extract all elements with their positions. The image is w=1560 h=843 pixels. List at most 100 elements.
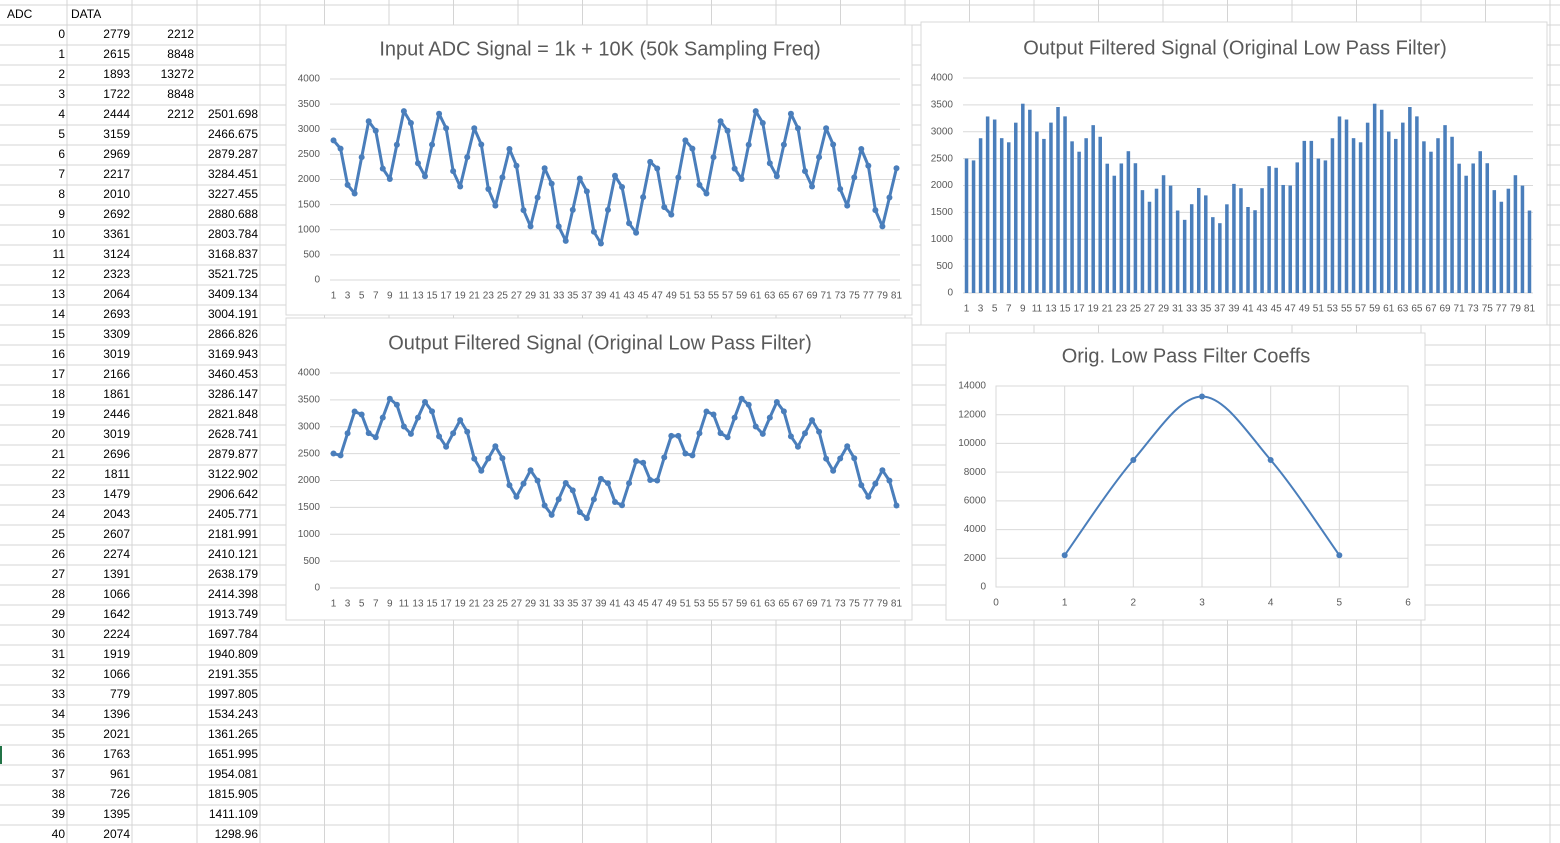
point <box>429 408 436 415</box>
y-tick-label: 2500 <box>931 153 954 164</box>
point <box>710 411 717 418</box>
x-tick-label: 5 <box>992 304 998 315</box>
cell: 2501.698 <box>208 107 258 121</box>
point <box>893 165 900 172</box>
bar <box>1211 217 1215 293</box>
cell: 1861 <box>103 387 130 401</box>
cell: 3159 <box>103 127 130 141</box>
x-tick-label: 45 <box>1271 304 1283 315</box>
point <box>661 204 668 211</box>
point <box>879 223 886 230</box>
point <box>337 145 344 152</box>
x-tick-label: 65 <box>1411 304 1423 315</box>
cell: 1940.809 <box>208 647 258 661</box>
point <box>809 183 816 190</box>
y-tick-label: 6000 <box>964 495 987 506</box>
x-tick-label: 11 <box>399 291 410 302</box>
bar <box>1105 163 1110 293</box>
cell: 961 <box>110 767 130 781</box>
point <box>816 154 823 161</box>
cell: 2696 <box>103 447 130 461</box>
x-tick-label: 1 <box>331 599 337 610</box>
bar <box>1372 103 1377 294</box>
cell: 28 <box>52 587 66 601</box>
bar <box>1091 125 1095 294</box>
point <box>464 154 471 161</box>
x-tick-label: 3 <box>1199 598 1205 609</box>
point <box>457 417 464 424</box>
cell: 37 <box>52 767 66 781</box>
chart-area <box>285 24 913 316</box>
cell: 1763 <box>103 747 130 761</box>
x-tick-label: 81 <box>1524 304 1536 315</box>
x-tick-label: 13 <box>1045 304 1057 315</box>
cell: 1642 <box>103 607 130 621</box>
x-tick-label: 9 <box>387 599 393 610</box>
cell: 38 <box>52 787 66 801</box>
x-tick-label: 31 <box>539 599 551 610</box>
chart: Output Filtered Signal (Original Low Pas… <box>285 317 913 621</box>
x-tick-label: 61 <box>750 599 762 610</box>
point <box>393 141 400 148</box>
point <box>604 480 611 487</box>
cell: 2191.355 <box>208 667 258 681</box>
bar <box>1006 142 1011 293</box>
point <box>576 509 583 516</box>
cell: 12 <box>52 267 66 281</box>
point <box>745 401 752 408</box>
chart-area <box>285 317 913 621</box>
bar <box>1204 195 1208 293</box>
x-tick-label: 81 <box>891 291 903 302</box>
bar <box>1133 163 1138 293</box>
x-tick-label: 3 <box>978 304 984 315</box>
point <box>837 455 844 462</box>
point <box>478 467 485 474</box>
x-tick-label: 19 <box>455 291 467 302</box>
point <box>372 434 379 441</box>
x-tick-label: 43 <box>624 291 636 302</box>
x-tick-label: 47 <box>652 599 664 610</box>
x-tick-label: 23 <box>483 291 495 302</box>
y-tick-label: 3000 <box>298 421 321 432</box>
cell: 13 <box>52 287 66 301</box>
x-tick-label: 27 <box>511 291 523 302</box>
x-tick-label: 1 <box>964 304 970 315</box>
y-tick-label: 4000 <box>931 73 954 84</box>
x-tick-label: 53 <box>694 291 706 302</box>
bar <box>1182 219 1187 293</box>
point <box>393 401 400 408</box>
point <box>787 110 794 117</box>
cell: 2444 <box>103 107 130 121</box>
cell: 9 <box>58 207 65 221</box>
cell: 2217 <box>103 167 130 181</box>
x-tick-label: 49 <box>1299 304 1311 315</box>
point <box>830 467 837 474</box>
point <box>619 502 626 509</box>
x-tick-label: 27 <box>1144 304 1156 315</box>
cell: 33 <box>52 687 66 701</box>
bar <box>964 158 969 293</box>
x-tick-label: 75 <box>1482 304 1494 315</box>
point <box>759 120 766 127</box>
point <box>668 211 675 218</box>
x-tick-label: 67 <box>792 291 804 302</box>
x-tick-label: 73 <box>835 291 847 302</box>
point <box>534 477 541 484</box>
x-tick-label: 79 <box>877 599 889 610</box>
x-tick-label: 33 <box>553 599 565 610</box>
cell: 16 <box>52 347 66 361</box>
point <box>858 482 865 489</box>
y-tick-label: 1000 <box>298 529 321 540</box>
x-tick-label: 69 <box>806 291 818 302</box>
x-tick-label: 7 <box>1006 304 1012 315</box>
point <box>738 175 745 182</box>
x-tick-label: 25 <box>497 291 509 302</box>
point <box>590 496 597 503</box>
x-tick-label: 13 <box>412 291 424 302</box>
x-tick-label: 25 <box>497 599 509 610</box>
x-tick-label: 41 <box>609 599 621 610</box>
chart-title: Input ADC Signal = 1k + 10K (50k Samplin… <box>379 38 820 60</box>
bar <box>1506 188 1511 293</box>
cell: 3004.191 <box>208 307 258 321</box>
cell: 1396 <box>103 707 130 721</box>
